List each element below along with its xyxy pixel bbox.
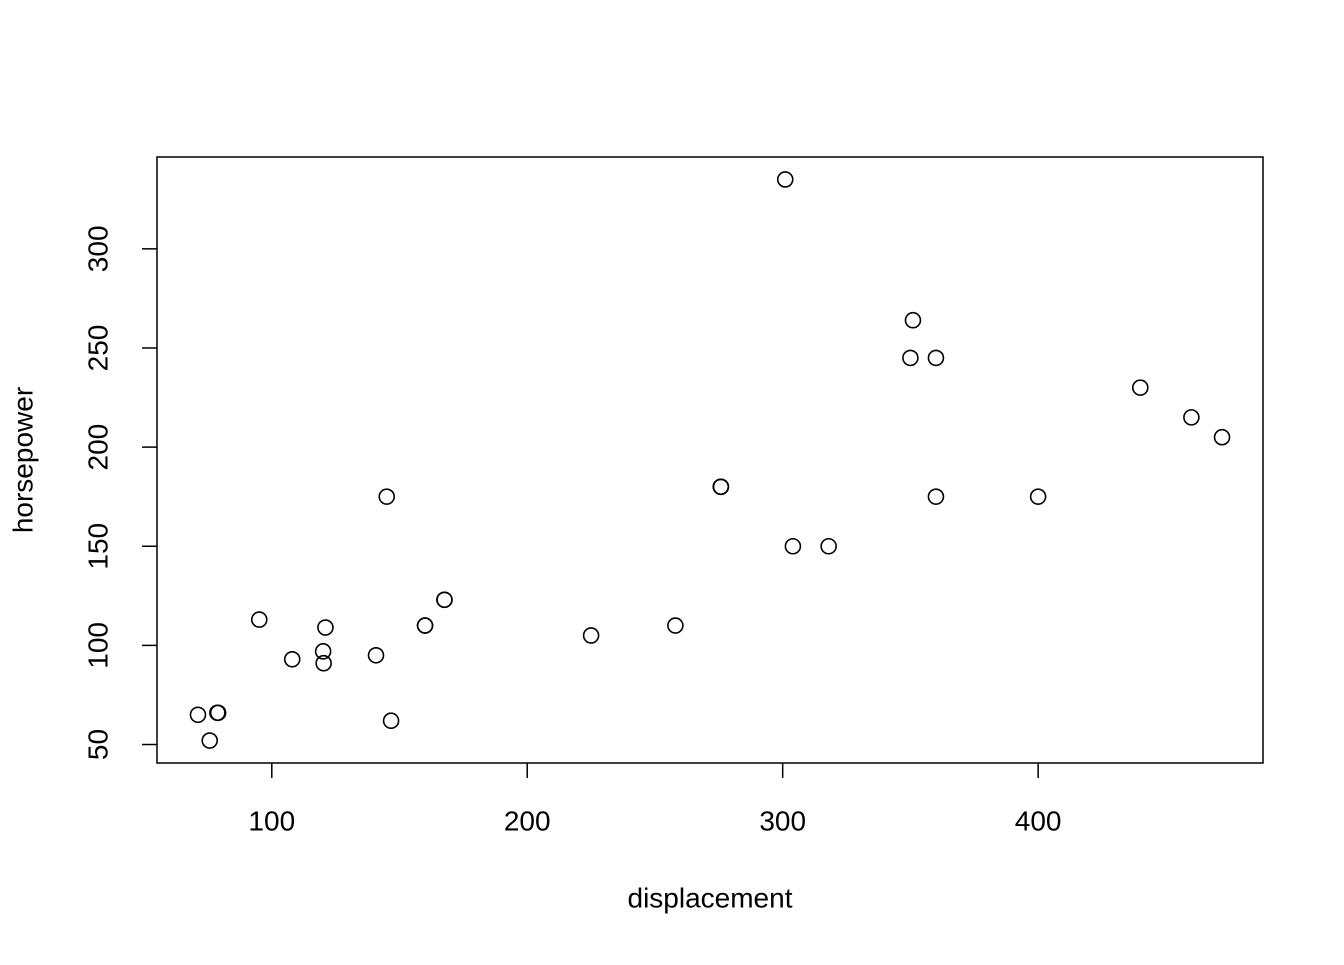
- y-tick-label: 150: [82, 523, 113, 570]
- point: [1213, 428, 1231, 446]
- point: [904, 311, 922, 329]
- point: [250, 611, 268, 628]
- point: [1183, 409, 1200, 426]
- x-tick-label: 200: [504, 805, 551, 836]
- point: [314, 643, 332, 660]
- point: [315, 654, 332, 672]
- y-tick-label: 50: [82, 729, 113, 760]
- point: [283, 650, 301, 668]
- y-tick-label: 300: [82, 225, 113, 272]
- y-tick-label: 200: [82, 424, 113, 471]
- plot-box: [156, 156, 1264, 764]
- x-tick-label: 400: [1015, 805, 1062, 836]
- point: [784, 537, 802, 555]
- point: [1029, 488, 1047, 505]
- y-tick-label: 100: [82, 622, 113, 669]
- x-tick-label: 300: [759, 805, 806, 836]
- point: [902, 349, 919, 367]
- point: [382, 712, 400, 730]
- point: [927, 349, 945, 367]
- y-tick-label: 250: [82, 325, 113, 372]
- point: [378, 488, 396, 505]
- x-tick-label: 100: [248, 805, 295, 836]
- point: [927, 488, 945, 505]
- point: [667, 617, 684, 634]
- point: [317, 619, 334, 636]
- point: [776, 171, 794, 188]
- point: [436, 591, 453, 609]
- x-axis-title: displacement: [628, 882, 793, 913]
- point: [416, 617, 434, 634]
- y-axis-title: horsepower: [7, 387, 38, 533]
- point: [712, 478, 730, 496]
- point: [367, 646, 385, 664]
- point: [209, 704, 227, 722]
- point: [820, 537, 837, 555]
- point: [1131, 379, 1149, 396]
- point: [201, 732, 219, 749]
- point: [189, 706, 207, 724]
- point: [582, 627, 600, 644]
